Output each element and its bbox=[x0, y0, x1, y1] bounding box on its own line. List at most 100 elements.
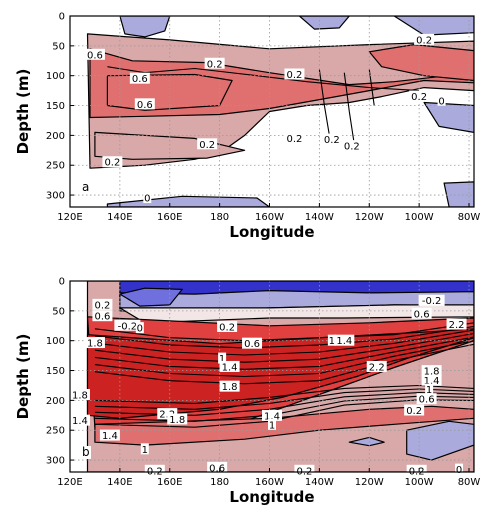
contour-label-bg bbox=[409, 90, 430, 102]
x-tick-label: 120E bbox=[57, 212, 82, 223]
panel-a: 0.6 0.6 0.6 0.2 0.2 0.2 0.2 0 0.2 0.2 0.2 0.2 0.2 0 12… bbox=[14, 12, 480, 242]
y-tick-label: 100 bbox=[46, 71, 65, 82]
x-tick-label: 120W bbox=[355, 477, 384, 488]
contour-negative-lobe-west bbox=[119, 287, 183, 307]
contour-label: 1 bbox=[142, 445, 148, 456]
contour-label-bg bbox=[140, 443, 149, 455]
x-tick-label: 100W bbox=[405, 477, 434, 488]
contour-label: 1.4 bbox=[72, 416, 88, 427]
contour-negative-bottom-west bbox=[106, 195, 271, 207]
contour-label: 1.4 bbox=[264, 411, 280, 422]
contour-negative-upper-west bbox=[119, 16, 171, 38]
y-tick-label: 150 bbox=[46, 366, 65, 377]
x-tick-label: 140W bbox=[305, 477, 334, 488]
contour-line bbox=[343, 72, 355, 145]
contour-label-bg bbox=[69, 414, 90, 426]
land-mask bbox=[70, 281, 88, 472]
plot-frame bbox=[69, 15, 475, 208]
contour-label: 0.2 bbox=[416, 35, 432, 46]
contour-label-bg bbox=[455, 463, 464, 475]
y-tick-label: 100 bbox=[46, 336, 65, 347]
y-tick-label: 50 bbox=[52, 306, 65, 317]
contour-negative-upper-mid bbox=[298, 16, 350, 30]
plot-frame bbox=[69, 280, 475, 473]
y-tick-label: 200 bbox=[46, 396, 65, 407]
contour-label: 1.8 bbox=[169, 415, 185, 426]
x-tick-label: 160W bbox=[255, 212, 284, 223]
x-tick-label: 100W bbox=[405, 212, 434, 223]
contour-label: 0.6 bbox=[132, 74, 148, 85]
y-axis-label: Depth (m) bbox=[14, 69, 32, 155]
panel-letter-bg bbox=[80, 181, 91, 194]
contour-line bbox=[94, 340, 474, 378]
contour-label-bg bbox=[437, 94, 446, 106]
contour-label-bg bbox=[414, 33, 435, 45]
x-axis-label: Longitude bbox=[229, 488, 314, 506]
contour-label-bg bbox=[321, 133, 342, 145]
contour-fills bbox=[70, 16, 474, 207]
contour-label-bg bbox=[284, 68, 305, 80]
contour-label: 0.6 bbox=[94, 312, 110, 323]
contour-label: 0.6 bbox=[87, 50, 103, 61]
y-tick-label: 300 bbox=[46, 456, 65, 467]
x-tick-label: 140W bbox=[305, 212, 334, 223]
contour-label-bg bbox=[425, 383, 434, 395]
contour-label-bg bbox=[114, 319, 141, 331]
contour-label: 0.2 bbox=[344, 142, 360, 153]
contour-label-bg bbox=[144, 464, 165, 476]
contour-label-bg bbox=[446, 318, 467, 330]
contour-label: 0 bbox=[438, 96, 444, 107]
contour-line bbox=[94, 325, 474, 349]
contour-line bbox=[94, 332, 474, 363]
contour-negative-deep-east bbox=[406, 420, 474, 461]
contour-label-bg bbox=[217, 320, 238, 332]
contour-label-bg bbox=[219, 360, 240, 372]
contour-label-bg bbox=[268, 418, 276, 430]
contour-line bbox=[94, 343, 474, 385]
contour-label-bg bbox=[69, 389, 90, 401]
contour-label-bg bbox=[92, 310, 113, 322]
contour-label-bg bbox=[84, 48, 105, 60]
x-tick-label: 180 bbox=[210, 477, 229, 488]
contour-deep-tongue bbox=[94, 131, 246, 160]
contour-label: -0.2 bbox=[118, 321, 138, 332]
land-mask bbox=[70, 16, 88, 207]
contour-label: -0.2 bbox=[422, 296, 442, 307]
contour-label: 0.2 bbox=[219, 322, 235, 333]
contour-negative-deep-spot bbox=[348, 436, 385, 447]
contour-label-bg bbox=[84, 337, 105, 349]
contour-line bbox=[94, 336, 474, 370]
contour-label: 0.6 bbox=[414, 309, 430, 320]
contour-label: 0.6 bbox=[209, 463, 225, 474]
contour-region-positive-0.6 bbox=[94, 405, 474, 446]
contour-label-bg bbox=[366, 360, 387, 372]
contour-label-bg bbox=[167, 413, 188, 425]
contour-label: 0 bbox=[137, 324, 143, 335]
contour-label-bg bbox=[284, 132, 305, 144]
contour-label: 0.2 bbox=[94, 300, 110, 311]
x-tick-label: 140E bbox=[107, 212, 132, 223]
y-tick-label: 200 bbox=[46, 131, 65, 142]
contour-label-bg bbox=[242, 337, 263, 349]
contour-label-bg bbox=[135, 322, 144, 334]
contour-label: 1 bbox=[269, 420, 275, 431]
contour-label: 0.2 bbox=[199, 140, 215, 151]
contour-label-bg bbox=[219, 380, 240, 392]
contour-labels: 0.6 0.6 0.6 0.2 0.2 0.2 0.2 0 0.2 0.2 0.2 0.2 0.2 0 bbox=[84, 33, 446, 205]
contour-east-lobe bbox=[368, 44, 474, 82]
y-tick-label: 150 bbox=[46, 101, 65, 112]
contour-label: 0.2 bbox=[207, 59, 223, 70]
contour-label-bg bbox=[102, 156, 123, 168]
x-axis-label: Longitude bbox=[229, 223, 314, 241]
x-tick-label: 120E bbox=[57, 477, 82, 488]
contour-label: 0.2 bbox=[286, 134, 302, 145]
contour-label: 0.2 bbox=[406, 406, 422, 417]
contour-label: 1.4 bbox=[102, 431, 118, 442]
contour-label-bg bbox=[404, 404, 425, 416]
x-tick-label: 140E bbox=[107, 477, 132, 488]
x-tick-label: 160W bbox=[255, 477, 284, 488]
contour-label-bg bbox=[341, 140, 362, 152]
y-tick-label: 250 bbox=[46, 426, 65, 437]
contour-line bbox=[94, 322, 474, 342]
contour-label: 0.2 bbox=[411, 92, 427, 103]
